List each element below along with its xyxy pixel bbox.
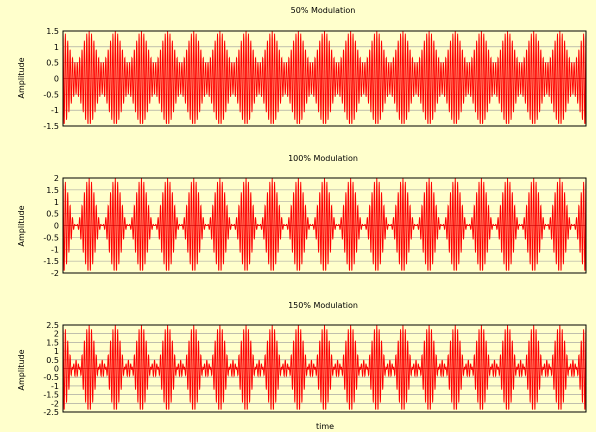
y-tick-label: 1 [54, 347, 59, 356]
chart-title: 150% Modulation [288, 301, 358, 310]
y-axis-label: Amplitude [17, 349, 26, 390]
x-axis-label: time [316, 422, 334, 431]
y-tick-label: 1.5 [46, 186, 59, 195]
y-tick-label: -2.5 [43, 408, 59, 417]
y-tick-label: 0.5 [46, 356, 59, 365]
panel-50-modulation: 50% Modulation Amplitude 1.5 1 0.5 0 -0.5 -1 -… [17, 6, 587, 131]
y-tick-label: 0.5 [46, 210, 59, 219]
y-tick-label: 0 [54, 365, 59, 374]
y-tick-label: -2 [51, 269, 59, 278]
plot-frame [62, 324, 587, 413]
plot-frame [62, 177, 587, 274]
y-tick-label: 1.5 [46, 27, 59, 36]
waveform-series [62, 177, 587, 271]
y-axis-label: Amplitude [17, 205, 26, 246]
y-axis-label: Amplitude [17, 57, 26, 98]
y-tick-labels: 2.521.510.50-0.5-1-1.5-2-2.5 [43, 321, 59, 417]
y-tick-label: 1 [54, 43, 59, 52]
y-tick-label: 0 [54, 75, 59, 84]
y-tick-label: 1.5 [46, 338, 59, 347]
y-tick-label: 2 [54, 330, 59, 339]
y-tick-label: -0.5 [43, 233, 59, 242]
y-tick-label: -0.5 [43, 373, 59, 382]
y-tick-label: 1 [54, 198, 59, 207]
panel-100-modulation: 100% Modulation Amplitude 2 1.5 1 0.5 0 -0.5 -… [17, 154, 587, 278]
y-tick-labels: 2 1.5 1 0.5 0 -0.5 -1 -1.5 -2 [43, 174, 59, 278]
y-tick-label: -1 [51, 106, 59, 115]
y-tick-label: -1.5 [43, 257, 59, 266]
y-tick-label: 2 [54, 174, 59, 183]
y-tick-labels: 1.5 1 0.5 0 -0.5 -1 -1.5 [43, 27, 59, 131]
y-tick-label: -1 [51, 382, 59, 391]
y-tick-label: -1 [51, 245, 59, 254]
y-tick-label: -0.5 [43, 90, 59, 99]
y-tick-label: 2.5 [46, 321, 59, 330]
y-tick-label: -1.5 [43, 391, 59, 400]
y-tick-label: 0 [54, 222, 59, 231]
chart-title: 100% Modulation [288, 154, 358, 163]
y-tick-label: 0.5 [46, 59, 59, 68]
plot-frame [62, 30, 587, 127]
y-tick-label: -1.5 [43, 122, 59, 131]
waveform-series [62, 324, 587, 410]
panel-150-modulation: 150% Modulation Amplitude 2.521.510.50-0… [17, 301, 587, 431]
y-tick-label: -2 [51, 399, 59, 408]
chart-title: 50% Modulation [291, 6, 356, 15]
